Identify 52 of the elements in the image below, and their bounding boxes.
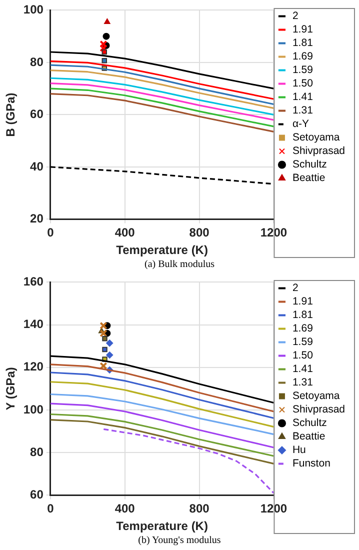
legend-label: 1.41 [292, 363, 314, 376]
legend-label: Setoyama [292, 390, 340, 402]
legend-label: 1.69 [292, 322, 314, 335]
text: (a) Bulk modulus [144, 258, 216, 272]
legend-label: Setoyama [292, 132, 340, 144]
x-axis-title: Temperature (K) [116, 243, 208, 258]
y-tick-label: 20 [30, 212, 44, 226]
y-axis-title: B (GPa) [4, 92, 18, 137]
y-tick-label: 80 [30, 444, 44, 459]
legend-label: Beattie [292, 430, 326, 443]
legend-label: α-Y [292, 118, 310, 130]
x-tick-label: 400 [114, 226, 136, 240]
y-tick-label: 60 [30, 488, 44, 502]
legend-label: Beattie [292, 172, 326, 184]
x-tick-label: 800 [189, 226, 210, 240]
x-tick-label: 1200 [260, 226, 288, 240]
legend-label: 2 [292, 282, 298, 294]
legend-label: 1.91 [292, 296, 314, 308]
legend-label: 1.69 [292, 50, 314, 63]
y-tick-label: 40 [30, 159, 44, 174]
y-axis-title: Y (GPa) [4, 367, 18, 410]
y-tick-label: 160 [23, 274, 44, 289]
legend-label: Shivprasad [292, 145, 346, 158]
legend-label: 1.59 [292, 64, 314, 76]
y-tick-label: 120 [23, 360, 44, 374]
x-tick-label: 0 [47, 502, 54, 516]
x-tick-label: 0 [47, 226, 54, 240]
legend-label: 1.59 [292, 336, 314, 348]
x-tick-label: 1200 [260, 502, 288, 516]
legend-label: Funston [292, 458, 331, 470]
legend-label: 1.31 [292, 376, 314, 389]
legend-label: 1.41 [292, 91, 314, 104]
x-axis-title: Temperature (K) [116, 519, 208, 534]
y-tick-label: 140 [23, 317, 44, 332]
legend-label: Schultz [292, 158, 327, 171]
x-tick-label: 400 [114, 502, 136, 516]
y-tick-label: 100 [23, 402, 44, 416]
x-tick-label: 800 [189, 502, 210, 516]
text: (b) Young's modulus [137, 534, 222, 548]
legend-label: 1.81 [292, 37, 314, 50]
legend-label: 1.91 [292, 24, 314, 36]
y-tick-label: 60 [30, 107, 44, 122]
legend-label: 2 [292, 10, 298, 22]
legend-label: 1.50 [292, 350, 314, 362]
legend-label: Hu [292, 444, 306, 456]
legend-label: Shivprasad [292, 404, 346, 416]
legend-label: 1.50 [292, 78, 314, 90]
y-tick-label: 100 [23, 2, 44, 17]
legend-label: 1.31 [292, 104, 314, 117]
legend-label: 1.81 [292, 309, 314, 322]
legend-label: Schultz [292, 417, 327, 430]
y-tick-label: 80 [30, 54, 44, 69]
